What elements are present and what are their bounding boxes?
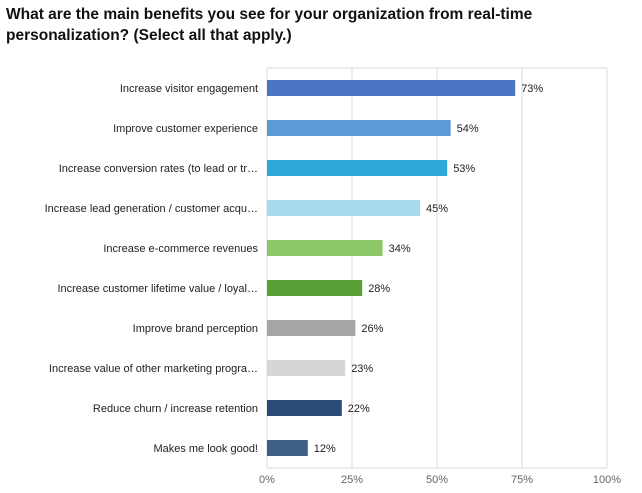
- bar: [267, 400, 342, 416]
- value-label: 12%: [314, 443, 336, 455]
- bar: [267, 320, 356, 336]
- category-label: Increase conversion rates (to lead or tr…: [59, 163, 258, 175]
- x-tick-label: 75%: [511, 474, 533, 486]
- value-label: 45%: [426, 203, 448, 215]
- bar: [267, 360, 346, 376]
- bar: [267, 80, 516, 96]
- category-label: Increase e-commerce revenues: [103, 243, 258, 255]
- value-label: 23%: [351, 363, 373, 375]
- value-labels: 73% 54% 53% 45% 34% 28% 26% 23% 22% 12%: [314, 83, 544, 455]
- bar: [267, 280, 363, 296]
- bars: [267, 80, 516, 456]
- chart-title: What are the main benefits you see for y…: [6, 6, 533, 44]
- category-label: Increase lead generation / customer acqu…: [45, 203, 258, 215]
- bar: [267, 160, 448, 176]
- bar: [267, 120, 451, 136]
- bar: [267, 240, 383, 256]
- value-label: 53%: [453, 163, 475, 175]
- x-tick-label: 100%: [593, 474, 621, 486]
- value-label: 54%: [457, 123, 479, 135]
- category-label: Increase value of other marketing progra…: [49, 363, 258, 375]
- category-label: Improve brand perception: [133, 323, 258, 335]
- value-label: 73%: [521, 83, 543, 95]
- category-label: Increase visitor engagement: [120, 83, 258, 95]
- value-label: 28%: [368, 283, 390, 295]
- value-label: 26%: [361, 323, 383, 335]
- category-label: Increase customer lifetime value / loyal…: [57, 283, 258, 295]
- category-label: Makes me look good!: [153, 443, 258, 455]
- x-axis-ticks: 0% 25% 50% 75% 100%: [259, 474, 621, 486]
- x-tick-label: 25%: [341, 474, 363, 486]
- bar: [267, 200, 420, 216]
- bar: [267, 440, 308, 456]
- x-tick-label: 50%: [426, 474, 448, 486]
- value-label: 22%: [348, 403, 370, 415]
- category-labels: Increase visitor engagement Improve custo…: [45, 83, 259, 455]
- value-label: 34%: [389, 243, 411, 255]
- x-tick-label: 0%: [259, 474, 275, 486]
- category-label: Reduce churn / increase retention: [93, 403, 258, 415]
- category-label: Improve customer experience: [113, 123, 258, 135]
